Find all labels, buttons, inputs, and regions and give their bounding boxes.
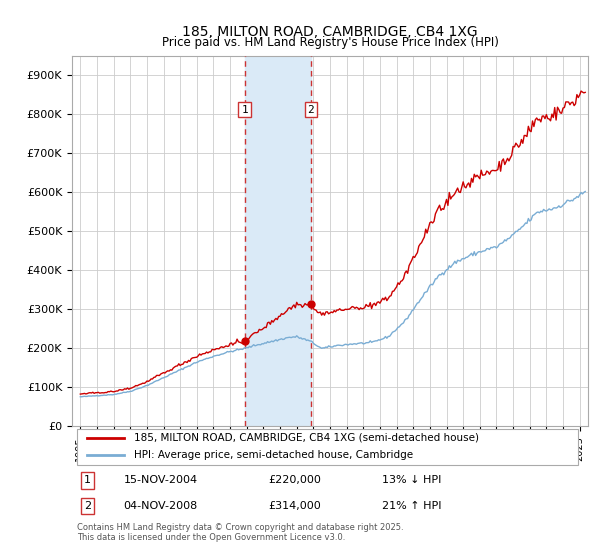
Text: 2: 2 xyxy=(307,105,314,115)
Text: £220,000: £220,000 xyxy=(268,475,321,485)
Text: HPI: Average price, semi-detached house, Cambridge: HPI: Average price, semi-detached house,… xyxy=(134,450,413,460)
Text: 13% ↓ HPI: 13% ↓ HPI xyxy=(382,475,441,485)
Text: 1: 1 xyxy=(84,475,91,485)
Text: 15-NOV-2004: 15-NOV-2004 xyxy=(124,475,198,485)
Bar xyxy=(245,56,311,427)
Text: 04-NOV-2008: 04-NOV-2008 xyxy=(124,501,198,511)
Text: 185, MILTON ROAD, CAMBRIDGE, CB4 1XG (semi-detached house): 185, MILTON ROAD, CAMBRIDGE, CB4 1XG (se… xyxy=(134,433,479,443)
Text: Price paid vs. HM Land Registry's House Price Index (HPI): Price paid vs. HM Land Registry's House … xyxy=(161,36,499,49)
Text: Contains HM Land Registry data © Crown copyright and database right 2025.
This d: Contains HM Land Registry data © Crown c… xyxy=(77,523,404,542)
Text: 2: 2 xyxy=(84,501,91,511)
Text: 1: 1 xyxy=(241,105,248,115)
Text: £314,000: £314,000 xyxy=(268,501,321,511)
FancyBboxPatch shape xyxy=(77,430,578,465)
Text: 185, MILTON ROAD, CAMBRIDGE, CB4 1XG: 185, MILTON ROAD, CAMBRIDGE, CB4 1XG xyxy=(182,25,478,39)
Text: 21% ↑ HPI: 21% ↑ HPI xyxy=(382,501,441,511)
